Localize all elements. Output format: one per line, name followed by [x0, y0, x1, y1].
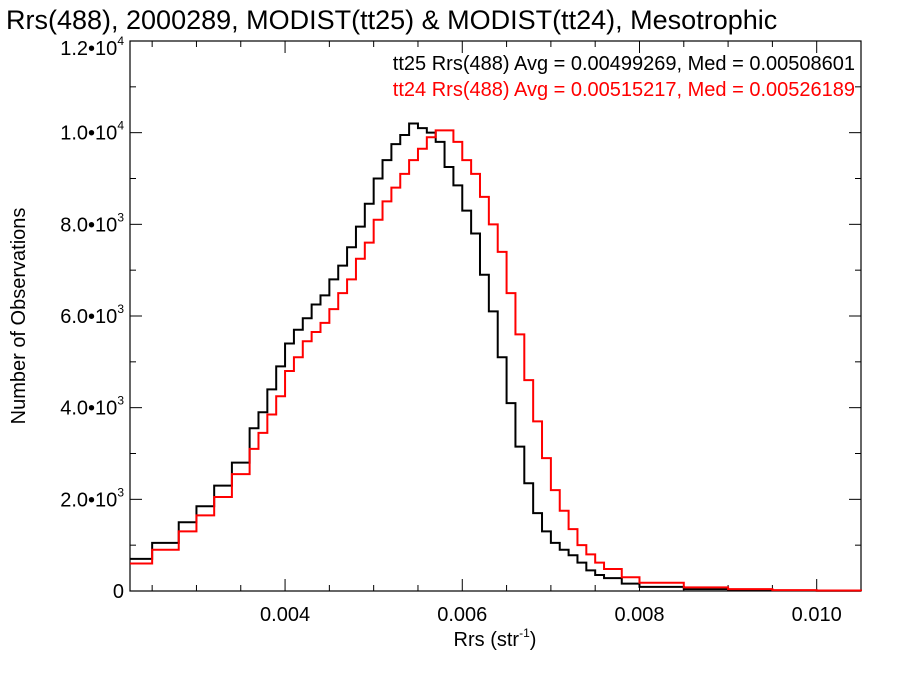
y-tick-exponent: 3 — [117, 210, 124, 224]
y-tick-exponent: 3 — [117, 302, 124, 316]
x-axis-label-exponent: -1 — [519, 626, 530, 640]
y-tick-label: 8.0•103 — [60, 210, 124, 236]
y-axis: 02.0•1034.0•1036.0•1038.0•1031.0•1041.2•… — [60, 34, 861, 603]
histogram-series-1 — [130, 129, 862, 592]
y-tick-label: 1.2•104 — [60, 34, 124, 60]
y-tick-label: 4.0•103 — [60, 394, 124, 420]
x-tick-label: 0.008 — [614, 604, 664, 626]
y-tick-exponent: 3 — [117, 394, 124, 408]
legend-entry-tt24: tt24 Rrs(488) Avg = 0.00515217, Med = 0.… — [393, 79, 855, 101]
y-tick-mantissa: 8.0•10 — [60, 214, 117, 236]
y-tick-exponent: 4 — [117, 34, 124, 48]
y-tick-mantissa: 4.0•10 — [60, 398, 117, 420]
series-layer — [130, 122, 862, 592]
x-axis-label-text: Rrs (str — [454, 629, 520, 651]
histogram-series-0 — [130, 122, 862, 592]
y-tick-mantissa: 1.2•10 — [60, 38, 117, 60]
legend-entry-tt25: tt25 Rrs(488) Avg = 0.00499269, Med = 0.… — [393, 53, 855, 75]
y-tick-mantissa: 1.0•10 — [60, 123, 117, 145]
y-tick-mantissa: 2.0•10 — [60, 489, 117, 511]
x-axis: 0.004 0.006 0.008 0.010 — [151, 41, 862, 626]
y-tick-mantissa: 6.0•10 — [60, 306, 117, 328]
x-tick-label: 0.004 — [260, 604, 310, 626]
y-tick-label: 1.0•104 — [60, 119, 124, 145]
y-tick-mantissa: 0 — [113, 581, 124, 603]
y-tick-label: 2.0•103 — [60, 485, 124, 511]
y-tick-label: 0 — [113, 581, 124, 603]
y-tick-label: 6.0•103 — [60, 302, 124, 328]
x-tick-label: 0.010 — [792, 604, 842, 626]
x-axis-label: Rrs (str-1) — [454, 626, 537, 651]
x-axis-label-close: ) — [530, 629, 537, 651]
y-tick-exponent: 3 — [117, 485, 124, 499]
x-tick-label: 0.006 — [437, 604, 487, 626]
plot-frame — [129, 40, 862, 592]
chart-title: Rrs(488), 2000289, MODIST(tt25) & MODIST… — [6, 5, 777, 35]
y-tick-exponent: 4 — [117, 119, 124, 133]
y-axis-label: Number of Observations — [8, 208, 30, 425]
